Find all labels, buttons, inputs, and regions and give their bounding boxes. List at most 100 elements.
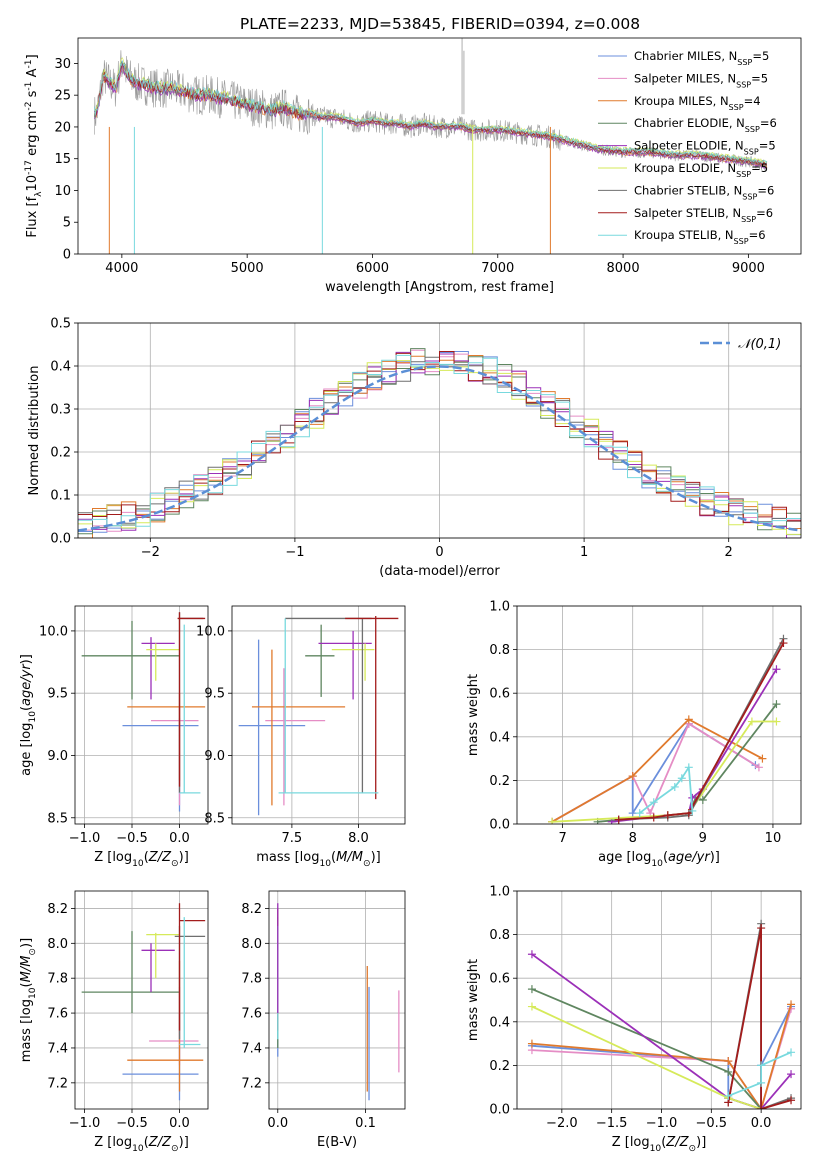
- legend-label: Chabrier MILES, NSSP=5: [634, 49, 769, 67]
- legend-label: Chabrier STELIB, NSSP=6: [634, 183, 774, 201]
- x-tick-label: 8000: [607, 261, 640, 276]
- series-marker: [548, 817, 557, 824]
- x-axis-label: E(B-V): [317, 1135, 357, 1150]
- y-tick-label: 0.8: [489, 928, 510, 943]
- y-tick-label: 7.6: [47, 1007, 68, 1022]
- y-tick-label: 8.5: [47, 811, 68, 826]
- x-tick-label: −0.5: [116, 1116, 148, 1131]
- x-tick-label: 0.1: [355, 1116, 376, 1131]
- series-marker: [757, 924, 766, 933]
- series-marker: [724, 1057, 733, 1066]
- panel-age-vs-mass: 7.5 8.0 8.5 9.0 9.5 10.0 mass [log10(M/M⊙)]: [196, 605, 406, 869]
- series-marker: [649, 813, 658, 822]
- x-tick-label: −1.0: [646, 1116, 678, 1131]
- series-marker: [527, 1039, 536, 1048]
- legend-label: Kroupa MILES, NSSP=4: [634, 94, 761, 112]
- series-marker: [747, 717, 756, 726]
- y-axis-label: Flux [fλ10-17 erg cm-2 s-1 A-1]: [24, 54, 44, 237]
- y-tick-label: 0.0: [489, 818, 510, 833]
- plot-area: [78, 348, 801, 538]
- legend: 𝒩(0,1): [700, 337, 781, 352]
- x-tick-label: 2: [725, 545, 733, 560]
- series-marker: [684, 715, 693, 724]
- y-tick-label: 0.2: [489, 774, 510, 789]
- y-tick-label: 30: [54, 57, 71, 72]
- y-tick-label: 0.2: [489, 1059, 510, 1074]
- y-tick-label: 0.4: [50, 360, 71, 375]
- series-marker: [677, 774, 686, 783]
- axes-frame: [77, 37, 802, 255]
- x-tick-label: 6000: [356, 261, 389, 276]
- series-marker: [663, 811, 672, 820]
- y-tick-label: 1.0: [489, 885, 510, 900]
- series-marker: [754, 763, 763, 772]
- axes-frame: [74, 605, 209, 825]
- legend-label: Kroupa STELIB, NSSP=6: [634, 228, 766, 246]
- series-marker: [527, 985, 536, 994]
- y-tick-label: 0.1: [50, 489, 71, 504]
- series-marker: [757, 1105, 766, 1109]
- x-tick-label: −2.0: [546, 1116, 578, 1131]
- model-spectrum-line: [94, 62, 768, 168]
- y-tick-label: 0.0: [50, 532, 71, 547]
- y-axis-label: mass [log10(M/M⊙)]: [19, 938, 38, 1062]
- legend-label: Salpeter STELIB, NSSP=6: [634, 206, 773, 224]
- legend-label: Salpeter ELODIE, NSSP=5: [634, 139, 776, 157]
- y-axis-label: Normed distribution: [27, 366, 42, 496]
- y-tick-label: 5: [63, 216, 71, 231]
- series-marker: [649, 798, 658, 807]
- series-marker: [787, 1000, 796, 1009]
- figure-title: PLATE=2233, MJD=53845, FIBERID=0394, z=0…: [240, 15, 640, 33]
- panel-residuals: −2 −1 0 1 2 0.0 0.1 0.2 0.3 0.4 0.5 (data-model)/er…: [27, 317, 802, 579]
- x-tick-label: 0: [435, 545, 443, 560]
- y-tick-label: 8.2: [241, 902, 262, 917]
- y-tick-label: 0.4: [489, 730, 510, 745]
- panel-mass-vs-metallicity: −1.0 −0.5 0.0 7.2 7.4 7.6 7.8 8.0 8.2 Z [log10(Z/…: [19, 890, 209, 1154]
- normal-curve: [78, 365, 801, 532]
- y-tick-label: 0.4: [489, 1015, 510, 1030]
- series-marker: [670, 782, 679, 791]
- y-tick-label: 15: [54, 152, 71, 167]
- legend-label: Chabrier ELODIE, NSSP=6: [634, 116, 777, 134]
- y-axis-label: mass weight: [466, 959, 481, 1041]
- series-line: [727, 927, 792, 1109]
- series-marker: [757, 1078, 766, 1087]
- panel-mass-weight-vs-age: 7 8 9 10 0.0 0.2 0.4 0.6 0.8 1.0 age [log10(age/yr…: [466, 600, 802, 869]
- y-tick-label: 7.2: [241, 1076, 262, 1091]
- series-marker: [614, 815, 623, 824]
- x-axis-label: age [log10(age/yr)]: [598, 850, 720, 869]
- series-line: [639, 766, 694, 814]
- x-tick-label: −1.5: [596, 1116, 628, 1131]
- legend: Chabrier MILES, NSSP=5 Salpeter MILES, NS…: [598, 49, 777, 246]
- series-marker: [698, 796, 707, 805]
- plot-area: [81, 903, 206, 1101]
- y-tick-label: 9.5: [47, 687, 68, 702]
- plot-area: [81, 612, 206, 812]
- axes-frame: [77, 322, 802, 539]
- plot-area: [93, 38, 768, 254]
- series-marker: [628, 809, 637, 818]
- x-tick-label: 1: [580, 545, 588, 560]
- series-marker: [787, 1048, 796, 1057]
- histogram-step-line: [78, 360, 801, 535]
- series-marker: [724, 1091, 733, 1100]
- y-tick-label: 0.5: [50, 317, 71, 332]
- plot-area: [277, 903, 400, 1101]
- y-tick-label: 0.2: [50, 446, 71, 461]
- axes-frame: [516, 890, 802, 1110]
- panel-age-vs-metallicity: −1.0 −0.5 0.0 8.5 9.0 9.5 10.0 Z [log10(Z/Z⊙)] a…: [19, 605, 209, 869]
- x-tick-label: −1.0: [69, 1116, 101, 1131]
- series-marker: [635, 809, 644, 818]
- series-line: [551, 718, 763, 823]
- x-tick-label: 8.0: [348, 831, 369, 846]
- y-tick-label: 1.0: [489, 600, 510, 615]
- series-line: [551, 722, 760, 823]
- series-marker: [772, 665, 781, 674]
- model-spectrum-line: [94, 57, 768, 164]
- x-tick-label: 0.0: [267, 1116, 288, 1131]
- x-axis-label: wavelength [Angstrom, rest frame]: [325, 280, 554, 295]
- series-marker: [779, 639, 788, 648]
- axes-frame: [516, 605, 802, 825]
- series-marker: [527, 950, 536, 959]
